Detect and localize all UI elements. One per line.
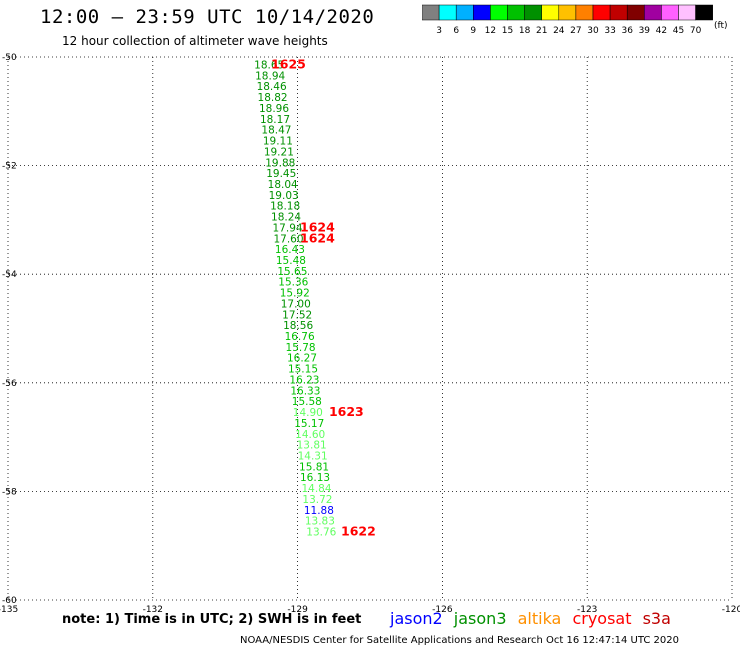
legend-tick-label: 3	[436, 26, 442, 36]
footer-note: note: 1) Time is in UTC; 2) SWH is in fe…	[62, 612, 362, 627]
x-tick-label: -120	[722, 605, 740, 615]
x-tick-label: -123	[577, 605, 597, 615]
wave-height-label: 17.52	[282, 309, 312, 321]
wave-height-label: 18.96	[259, 103, 289, 115]
color-scale-legend: 3 6 9 12 15 18 21 24 27 30 33 36 39 42 45 70	[422, 4, 713, 36]
wave-height-label: 18.46	[257, 81, 287, 93]
wave-height-label: 14.31	[298, 450, 328, 462]
x-tick-label: -126	[432, 605, 453, 615]
wave-height-label: 15.78	[286, 342, 316, 354]
wave-height-label: 13.81	[297, 440, 327, 452]
legend-tick-label: 27	[570, 26, 581, 36]
legend-tick-label: 30	[587, 26, 599, 36]
x-tick-label: -129	[287, 605, 308, 615]
legend-tick-label: 18	[519, 26, 531, 36]
wave-height-label: 15.81	[299, 461, 329, 473]
satellite-label-altika: altika	[517, 609, 562, 628]
wave-height-label: 19.11	[263, 136, 293, 148]
chart-title: 12:00 – 23:59 UTC 10/14/2020	[40, 6, 375, 28]
wave-height-label: 16.43	[275, 244, 305, 256]
legend-tick-label: 33	[604, 26, 615, 36]
legend-tick-label: 70	[690, 26, 702, 36]
legend-tick-label: 12	[485, 26, 496, 36]
legend-tick-label: 45	[673, 26, 684, 36]
wave-height-label: 18.94	[255, 70, 285, 82]
y-tick-label: -50	[2, 53, 17, 63]
y-tick-label: -60	[2, 596, 17, 606]
satellite-label-jason3: jason3	[453, 609, 507, 628]
wave-height-label: 16.27	[287, 353, 317, 365]
wave-height-label: 18.24	[271, 212, 301, 224]
wave-height-label: 19.88	[265, 157, 295, 169]
wave-height-label: 14.84	[301, 483, 331, 495]
legend-tick-label: 21	[536, 26, 547, 36]
y-tick-label: -56	[2, 379, 17, 389]
wave-height-label: 18.65	[254, 60, 284, 72]
wave-height-label: 13.83	[305, 516, 335, 528]
satellite-legend: jason2 jason3 altika cryosat s3a	[390, 609, 677, 628]
legend-tick-label: 24	[553, 26, 565, 36]
legend-tick-label: 36	[621, 26, 633, 36]
time-annotation: 1625	[271, 57, 306, 72]
wave-height-label: 15.65	[277, 266, 307, 278]
wave-height-label: 11.88	[304, 505, 334, 517]
footer-credit: NOAA/NESDIS Center for Satellite Applica…	[240, 635, 679, 646]
wave-height-label: 15.48	[276, 255, 306, 267]
wave-height-label: 16.33	[290, 385, 320, 397]
satellite-label-s3a: s3a	[642, 609, 671, 628]
wave-height-label: 17.00	[281, 298, 311, 310]
legend-tick-label: 9	[470, 26, 476, 36]
time-annotation: 1624	[300, 230, 335, 245]
satellite-label-jason2: jason2	[390, 609, 443, 628]
wave-height-label: 18.47	[261, 125, 291, 137]
x-tick-label: -135	[0, 605, 18, 615]
wave-height-label: 17.60	[273, 233, 303, 245]
wave-height-label: 17.94	[273, 222, 303, 234]
satellite-label-cryosat: cryosat	[572, 609, 632, 628]
wave-height-label: 18.04	[268, 179, 298, 191]
wave-height-label: 15.15	[288, 364, 318, 376]
wave-height-label: 18.18	[270, 201, 300, 213]
x-tick-label: -132	[143, 605, 163, 615]
wave-height-label: 19.45	[266, 168, 296, 180]
time-annotation: 1623	[329, 404, 364, 419]
wave-height-label: 15.17	[294, 418, 324, 430]
y-tick-label: -52	[2, 162, 17, 172]
chart-subtitle: 12 hour collection of altimeter wave hei…	[62, 34, 328, 48]
legend-tick-label: 39	[639, 26, 651, 36]
wave-height-label: 18.56	[283, 320, 313, 332]
wave-height-label: 13.76	[306, 526, 336, 538]
legend-units: (ft)	[714, 21, 728, 31]
legend-tick-label: 42	[656, 26, 667, 36]
wave-height-label: 14.60	[295, 429, 325, 441]
wave-height-label: 13.72	[302, 494, 332, 506]
wave-height-label: 15.58	[292, 396, 322, 408]
wave-height-label: 19.21	[264, 146, 294, 158]
time-annotation: 1622	[341, 523, 376, 538]
y-tick-label: -58	[2, 487, 17, 497]
wave-height-label: 18.82	[258, 92, 288, 104]
legend-swatch	[695, 4, 713, 21]
wave-height-label: 16.76	[285, 331, 315, 343]
wave-height-label: 16.23	[289, 374, 319, 386]
wave-height-label: 14.90	[293, 407, 323, 419]
wave-height-label: 16.13	[300, 472, 330, 484]
wave-height-label: 15.92	[280, 288, 310, 300]
wave-height-label: 19.03	[269, 190, 299, 202]
y-tick-label: -54	[2, 270, 17, 280]
wave-height-label: 15.36	[278, 277, 308, 289]
legend-tick-label: 6	[453, 26, 459, 36]
wave-height-label: 18.17	[260, 114, 290, 126]
legend-tick-label: 15	[502, 26, 513, 36]
time-annotation: 1624	[300, 219, 335, 234]
